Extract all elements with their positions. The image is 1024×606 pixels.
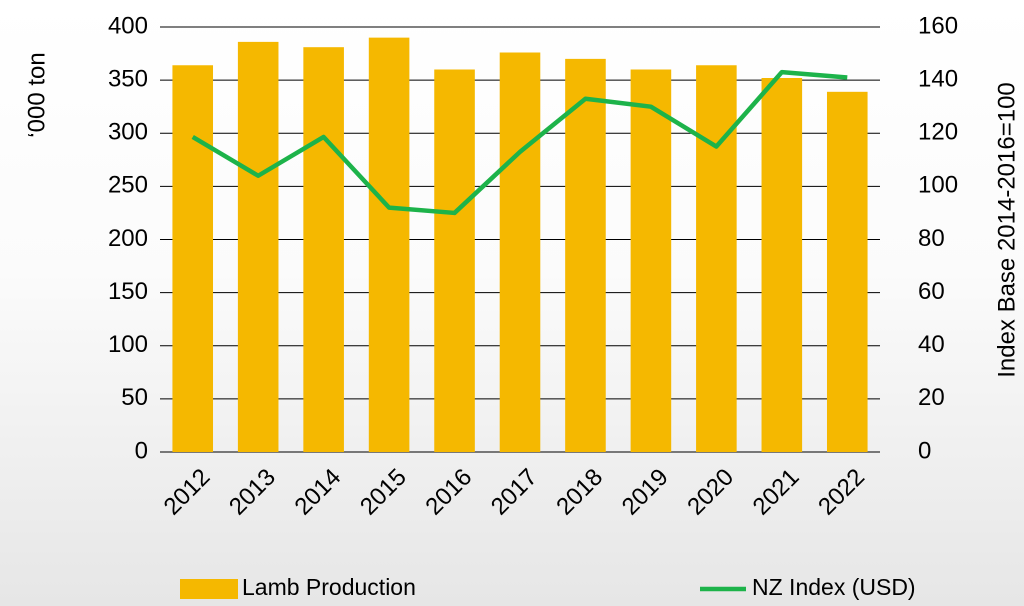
bar — [368, 37, 410, 452]
bar — [172, 65, 214, 452]
legend-swatch — [180, 579, 238, 599]
y-axis-label: ‘000 ton — [23, 52, 50, 137]
bar — [696, 65, 737, 452]
bar — [630, 69, 672, 452]
y2-tick-label: 0 — [918, 437, 931, 464]
y2-axis-label: Index Base 2014-2016=100 — [993, 82, 1020, 378]
legend: Lamb Production NZ Index (USD) — [180, 574, 916, 600]
y2-tick-label: 160 — [918, 12, 958, 39]
y2-tick-label: 40 — [918, 331, 945, 358]
y-tick-label: 300 — [108, 119, 148, 146]
y2-tick-label: 60 — [918, 278, 945, 305]
y-tick-label: 100 — [108, 331, 148, 358]
bar — [303, 47, 344, 452]
y2-tick-label: 140 — [918, 65, 958, 92]
bar — [565, 58, 606, 452]
y-tick-label: 250 — [108, 172, 148, 199]
legend-label: NZ Index (USD) — [752, 574, 916, 600]
bar — [761, 78, 803, 452]
bar — [237, 41, 279, 452]
y2-tick-label: 120 — [918, 119, 958, 146]
bar — [499, 52, 541, 452]
y-tick-label: 350 — [108, 65, 148, 92]
y2-tick-label: 100 — [918, 172, 958, 199]
y2-tick-label: 80 — [918, 225, 945, 252]
bar — [826, 91, 868, 452]
legend-label: Lamb Production — [242, 574, 416, 600]
y2-tick-label: 20 — [918, 384, 945, 411]
y-tick-label: 150 — [108, 278, 148, 305]
y-tick-label: 0 — [135, 437, 148, 464]
bar — [434, 69, 475, 452]
y-tick-label: 50 — [121, 384, 148, 411]
y-tick-label: 200 — [108, 225, 148, 252]
y-tick-label: 400 — [108, 12, 148, 39]
line — [191, 69, 848, 216]
